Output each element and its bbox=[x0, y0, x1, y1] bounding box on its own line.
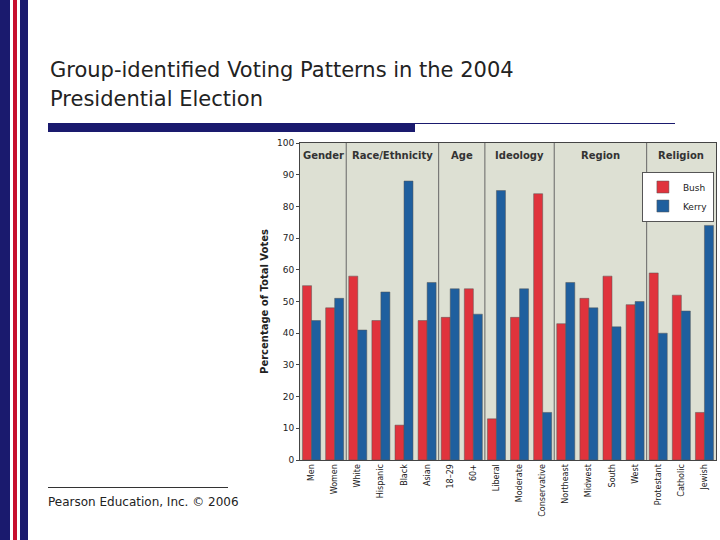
svg-text:Asian: Asian bbox=[423, 464, 432, 486]
svg-text:Bush: Bush bbox=[683, 183, 705, 193]
svg-text:Men: Men bbox=[307, 464, 316, 481]
svg-text:60: 60 bbox=[283, 265, 295, 275]
svg-text:90: 90 bbox=[283, 170, 295, 180]
svg-text:80: 80 bbox=[283, 202, 295, 212]
svg-text:50: 50 bbox=[283, 297, 295, 307]
svg-text:20: 20 bbox=[283, 392, 295, 402]
svg-text:100: 100 bbox=[277, 138, 294, 148]
svg-text:Moderate: Moderate bbox=[515, 464, 524, 502]
html-text:Pearson Education, Inc. © 2006: Pearson Education, Inc. © 2006 bbox=[48, 495, 239, 509]
svg-text:Percentage of Total Votes: Percentage of Total Votes bbox=[259, 229, 270, 374]
svg-text:70: 70 bbox=[283, 233, 295, 243]
svg-text:White: White bbox=[353, 464, 362, 487]
svg-text:Jewish: Jewish bbox=[700, 464, 709, 490]
svg-text:Northeast: Northeast bbox=[561, 464, 570, 504]
svg-text:Ideology: Ideology bbox=[495, 150, 544, 161]
svg-text:Conservative: Conservative bbox=[538, 464, 547, 517]
svg-text:30: 30 bbox=[283, 360, 295, 370]
svg-text:18–29: 18–29 bbox=[446, 464, 455, 488]
svg-text:Religion: Religion bbox=[658, 150, 704, 161]
svg-text:40: 40 bbox=[283, 328, 295, 338]
svg-text:Region: Region bbox=[581, 150, 620, 161]
svg-text:Black: Black bbox=[400, 464, 409, 486]
svg-text:Kerry: Kerry bbox=[683, 202, 707, 212]
svg-text:60+: 60+ bbox=[469, 464, 478, 481]
svg-text:10: 10 bbox=[283, 423, 295, 433]
svg-text:Hispanic: Hispanic bbox=[376, 464, 385, 498]
svg-text:South: South bbox=[608, 464, 617, 487]
svg-text:Gender: Gender bbox=[303, 150, 344, 161]
svg-text:Race/Ethnicity: Race/Ethnicity bbox=[352, 150, 433, 161]
svg-text:Midwest: Midwest bbox=[584, 464, 593, 497]
html-text:Group-identified Voting Patter: Group-identified Voting Patterns in the … bbox=[50, 58, 514, 111]
svg-text:Catholic: Catholic bbox=[677, 464, 686, 496]
svg-text:Age: Age bbox=[451, 150, 473, 161]
svg-text:Women: Women bbox=[330, 464, 339, 494]
svg-text:Protestant: Protestant bbox=[654, 464, 663, 505]
svg-text:West: West bbox=[631, 464, 640, 484]
svg-text:0: 0 bbox=[288, 455, 294, 465]
svg-text:Liberal: Liberal bbox=[492, 464, 501, 491]
